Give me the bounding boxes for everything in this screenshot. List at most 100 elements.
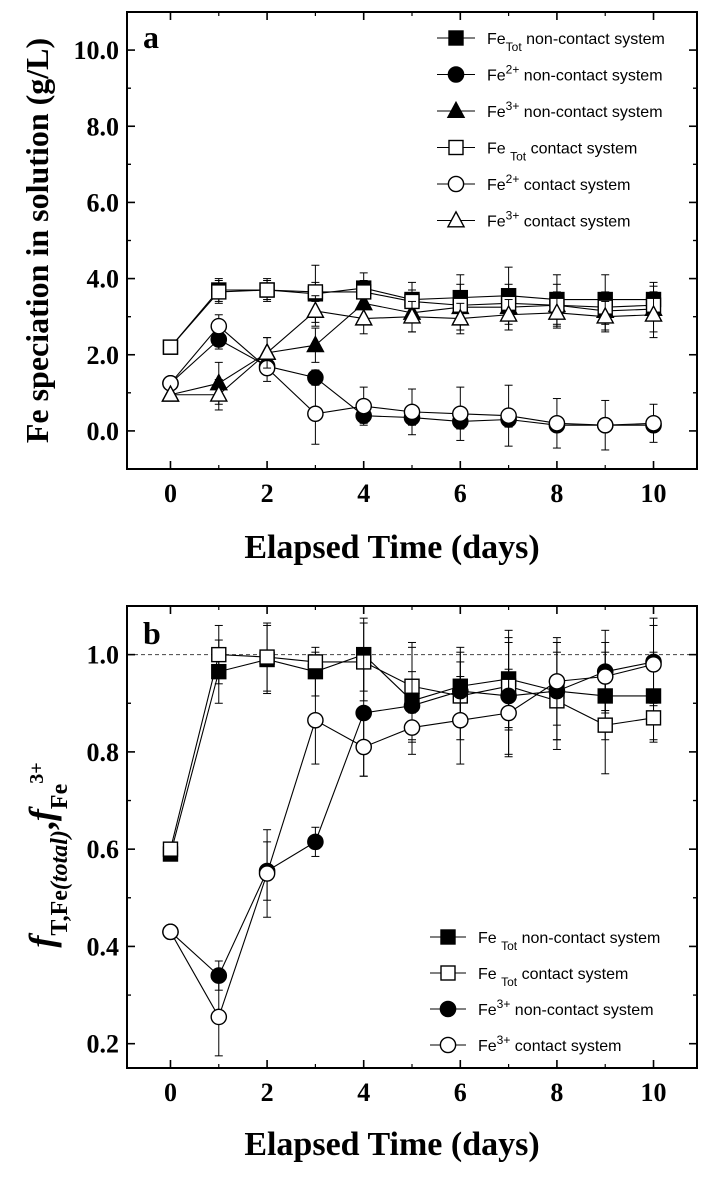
panel-label: a bbox=[143, 19, 159, 55]
legend-marker bbox=[439, 1036, 457, 1054]
y-tick-label: 2.0 bbox=[87, 341, 120, 370]
data-point bbox=[257, 342, 277, 360]
legend-label: Fe Tot contact system bbox=[478, 966, 628, 989]
data-point bbox=[307, 405, 324, 423]
legend-entry: Fe Tot contact system bbox=[437, 139, 637, 164]
data-point bbox=[595, 306, 615, 324]
data-point bbox=[452, 405, 469, 423]
legend: FeTot non-contact system Fe2+ non-contact… bbox=[437, 30, 665, 231]
data-point bbox=[403, 403, 421, 421]
legend-label: FeTot non-contact system bbox=[487, 31, 665, 54]
chart-panel-a: 0 2 4 6 8 10 0.0 2.0 4.0 6.0 8.0 10.0 a Elapsed Time … bbox=[19, 11, 698, 566]
series-5 bbox=[161, 291, 663, 411]
data-point bbox=[259, 282, 275, 298]
data-point bbox=[596, 416, 614, 434]
x-axis-title: Elapsed Time (days) bbox=[244, 529, 539, 566]
y-tick-label: 4.0 bbox=[87, 265, 120, 294]
series-4 bbox=[162, 314, 662, 451]
data-point bbox=[500, 407, 517, 424]
legend-marker bbox=[447, 66, 465, 83]
data-point bbox=[258, 865, 276, 882]
legend-entry: FeTot non-contact system bbox=[437, 30, 665, 54]
data-point bbox=[645, 414, 662, 432]
x-tick-label: 4 bbox=[357, 479, 370, 508]
data-point bbox=[162, 841, 179, 857]
data-point bbox=[355, 284, 372, 300]
x-axis-title: Elapsed Time (days) bbox=[244, 1126, 539, 1163]
legend-label: Fe3+ non-contact system bbox=[478, 997, 654, 1019]
chart-panel-b: 0 2 4 6 8 10 0.2 0.4 0.6 0.8 1.0 b Elapsed Time (day… bbox=[22, 605, 698, 1163]
data-point bbox=[597, 717, 613, 733]
x-tick-label: 8 bbox=[550, 1078, 563, 1107]
legend-label: Fe2+ non-contact system bbox=[487, 63, 663, 85]
legend-entry: Fe Tot contact system bbox=[430, 965, 628, 989]
data-point bbox=[645, 656, 662, 673]
data-point bbox=[645, 710, 662, 726]
legend-entry: Fe3+ non-contact system bbox=[437, 99, 663, 121]
legend-label: Fe3+ non-contact system bbox=[487, 99, 663, 121]
x-tick-label: 0 bbox=[164, 1078, 177, 1107]
legend-entry: Fe3+ non-contact system bbox=[430, 997, 654, 1019]
data-point bbox=[355, 738, 372, 756]
legend-label: Fe Tot contact system bbox=[487, 141, 637, 164]
data-point bbox=[306, 335, 325, 353]
data-point bbox=[307, 833, 324, 851]
data-point bbox=[403, 697, 421, 714]
legend-label: Fe Tot non-contact system bbox=[478, 930, 660, 953]
y-tick-label: 6.0 bbox=[87, 188, 120, 217]
data-point bbox=[548, 414, 566, 432]
x-tick-label: 8 bbox=[550, 479, 563, 508]
legend-entry: Fe2+ contact system bbox=[437, 172, 631, 194]
x-tick-label: 10 bbox=[641, 1078, 667, 1107]
data-point bbox=[499, 304, 518, 322]
data-point bbox=[162, 923, 179, 941]
legend-entry: Fe3+ contact system bbox=[437, 209, 631, 231]
x-tick-label: 2 bbox=[261, 1078, 274, 1107]
data-point bbox=[307, 711, 324, 729]
legend-marker bbox=[440, 929, 456, 945]
legend-entry: Fe3+ contact system bbox=[430, 1033, 622, 1055]
data-point bbox=[306, 300, 325, 318]
data-point bbox=[210, 1008, 228, 1026]
legend-label: Fe3+ contact system bbox=[478, 1033, 622, 1055]
data-point bbox=[355, 397, 372, 415]
data-point bbox=[259, 649, 275, 665]
legend-marker bbox=[448, 30, 464, 46]
y-tick-label: 0.6 bbox=[87, 835, 120, 864]
data-point bbox=[402, 306, 422, 324]
data-point bbox=[162, 339, 179, 355]
data-point bbox=[548, 673, 566, 690]
x-tick-label: 0 bbox=[164, 479, 177, 508]
x-tick-label: 6 bbox=[454, 479, 467, 508]
data-point bbox=[403, 719, 421, 736]
y-tick-label: 0.2 bbox=[87, 1030, 120, 1059]
x-tick-label: 4 bbox=[357, 1078, 370, 1107]
y-tick-label: 0.4 bbox=[87, 932, 120, 961]
y-axis-title: Fe speciation in solution (g/L) bbox=[19, 38, 55, 443]
legend-marker bbox=[440, 965, 456, 981]
legend-marker bbox=[446, 100, 466, 119]
y-tick-label: 1.0 bbox=[87, 641, 120, 670]
y-tick-label: 0.8 bbox=[87, 738, 120, 767]
y-tick-label: 8.0 bbox=[87, 112, 120, 141]
data-point bbox=[500, 704, 517, 722]
x-tick-label: 10 bbox=[641, 479, 667, 508]
data-point bbox=[209, 384, 229, 402]
data-point bbox=[211, 646, 227, 663]
legend-marker bbox=[447, 175, 465, 193]
panel-label: b bbox=[143, 615, 161, 651]
data-point bbox=[210, 317, 228, 335]
y-tick-label: 0.0 bbox=[87, 417, 120, 446]
data-point bbox=[596, 668, 614, 685]
data-point bbox=[452, 711, 469, 729]
y-axis-title: fT,Fe(total),fFe3+ bbox=[22, 762, 73, 947]
x-tick-label: 2 bbox=[261, 479, 274, 508]
data-point bbox=[161, 384, 180, 402]
data-point bbox=[307, 654, 324, 670]
data-point bbox=[211, 284, 227, 300]
data-point bbox=[547, 302, 567, 320]
legend-marker bbox=[446, 210, 466, 228]
legend-entry: Fe Tot non-contact system bbox=[430, 929, 660, 953]
y-tick-label: 10.0 bbox=[74, 36, 120, 65]
